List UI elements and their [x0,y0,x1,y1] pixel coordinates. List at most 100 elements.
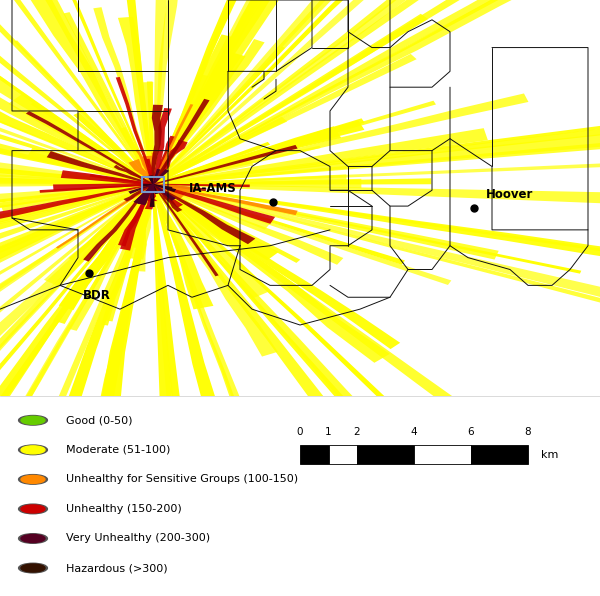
Polygon shape [152,0,538,185]
Polygon shape [0,142,153,185]
Polygon shape [152,52,245,185]
Polygon shape [0,184,154,290]
Polygon shape [153,182,230,186]
Polygon shape [0,184,154,342]
Polygon shape [152,0,551,185]
Polygon shape [0,61,154,185]
Polygon shape [152,0,514,185]
Polygon shape [151,153,157,184]
Polygon shape [153,184,206,191]
Polygon shape [153,145,320,185]
Polygon shape [31,103,154,185]
Polygon shape [59,184,154,310]
Polygon shape [152,0,385,185]
Polygon shape [152,184,241,247]
Polygon shape [152,0,372,185]
Polygon shape [151,0,348,185]
Polygon shape [152,184,278,260]
Polygon shape [151,184,334,415]
Text: BDR: BDR [83,289,110,302]
Polygon shape [152,184,269,299]
Polygon shape [152,184,541,542]
Polygon shape [113,164,154,185]
Polygon shape [152,0,413,185]
Polygon shape [67,184,153,204]
Polygon shape [147,82,154,184]
Polygon shape [152,0,563,185]
Polygon shape [0,184,153,287]
Polygon shape [22,184,155,513]
Polygon shape [145,184,158,201]
Polygon shape [0,184,154,341]
Polygon shape [0,184,154,573]
Polygon shape [153,179,361,188]
Polygon shape [152,0,182,184]
Polygon shape [0,184,153,220]
Polygon shape [145,184,155,209]
Polygon shape [152,184,185,200]
Polygon shape [152,184,600,260]
Polygon shape [153,184,581,274]
Polygon shape [152,184,451,285]
Polygon shape [152,184,438,498]
Polygon shape [73,112,154,185]
Polygon shape [93,7,154,184]
Text: Unhealthy (150-200): Unhealthy (150-200) [66,504,182,514]
Polygon shape [0,178,153,185]
Polygon shape [40,184,153,193]
Bar [357,445,414,464]
Polygon shape [152,54,416,185]
Circle shape [21,446,45,454]
Polygon shape [152,145,298,185]
Polygon shape [0,184,155,596]
Polygon shape [0,184,154,512]
Polygon shape [131,184,154,249]
Circle shape [19,445,47,455]
Polygon shape [152,0,600,185]
Polygon shape [0,184,154,427]
Polygon shape [0,168,153,185]
Polygon shape [137,184,154,272]
Polygon shape [0,84,154,185]
Polygon shape [83,184,154,262]
Bar [414,445,471,464]
Text: 6: 6 [467,427,475,437]
Polygon shape [152,94,529,185]
Polygon shape [0,184,154,408]
Polygon shape [0,174,153,187]
Polygon shape [133,184,154,204]
Polygon shape [152,184,270,229]
Polygon shape [68,184,154,260]
Polygon shape [135,150,154,185]
Text: Moderate (51-100): Moderate (51-100) [66,445,170,455]
Polygon shape [0,80,154,185]
Text: 8: 8 [524,427,532,437]
Polygon shape [0,184,153,240]
Polygon shape [1,184,153,212]
Polygon shape [53,183,153,191]
Polygon shape [143,184,153,187]
Polygon shape [152,101,436,185]
Polygon shape [149,184,155,193]
Polygon shape [153,128,488,185]
Polygon shape [147,175,154,184]
Polygon shape [44,184,154,287]
Polygon shape [0,60,154,185]
Polygon shape [153,178,431,185]
Polygon shape [0,153,153,185]
Polygon shape [152,184,562,482]
Polygon shape [152,14,428,185]
Polygon shape [151,35,236,185]
Polygon shape [89,0,155,184]
Polygon shape [116,77,154,185]
Circle shape [21,476,45,483]
Polygon shape [0,184,153,281]
Polygon shape [152,184,405,265]
Polygon shape [89,174,153,185]
Polygon shape [101,184,155,325]
Polygon shape [26,111,154,185]
Circle shape [21,416,45,424]
Circle shape [19,504,47,514]
Polygon shape [152,0,548,185]
Text: km: km [541,450,559,460]
